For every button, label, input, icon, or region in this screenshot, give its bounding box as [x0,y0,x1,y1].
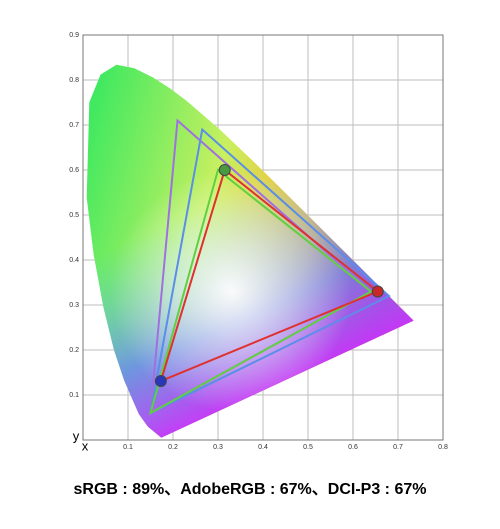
x-tick-label: 0.7 [393,444,403,451]
x-tick-label: 0.2 [168,444,178,451]
x-tick-label: 0.4 [258,444,268,451]
gamut-triangle [148,168,373,416]
x-tick-label: 0.8 [438,444,448,451]
y-tick-label: 0.8 [69,77,79,84]
y-tick-label: 0.9 [69,32,79,39]
y-tick-label: 0.5 [69,212,79,219]
y-axis-label: y [73,428,80,443]
x-tick-label: 0.5 [303,444,313,451]
x-axis-label: x [82,438,89,453]
primary-marker [154,375,167,388]
plot-frame [82,34,444,441]
y-tick-label: 0.7 [69,122,79,129]
y-tick-label: 0.4 [69,257,79,264]
primary-marker [371,285,384,298]
y-tick-label: 0.3 [69,302,79,309]
x-tick-label: 0.1 [123,444,133,451]
caption: sRGB : 89%、AdobeRGB : 67%、DCI-P3 : 67% [74,481,427,498]
gamut-triangle [149,127,391,415]
primary-marker [218,164,231,176]
spectral-locus [86,64,414,438]
x-tick-label: 0.6 [348,444,358,451]
gamut-triangle [159,168,380,383]
x-tick-label: 0.3 [213,444,223,451]
y-tick-label: 0.2 [69,347,79,354]
y-tick-label: 0.1 [69,392,79,399]
y-tick-label: 0.6 [69,167,79,174]
